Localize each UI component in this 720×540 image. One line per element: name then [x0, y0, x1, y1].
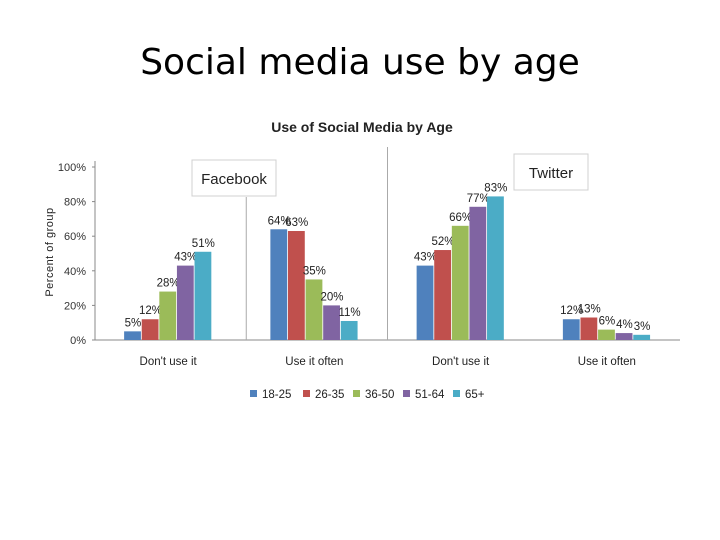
- data-label: 52%: [432, 236, 455, 248]
- bar: [323, 305, 340, 340]
- legend-swatch: [353, 390, 360, 397]
- bar: [615, 333, 633, 340]
- group-label: Twitter: [529, 165, 573, 182]
- x-tick-label: Don't use it: [140, 356, 198, 368]
- y-tick-label: 40%: [64, 266, 86, 278]
- y-tick-label: 100%: [58, 162, 86, 174]
- data-label: 28%: [157, 278, 180, 290]
- legend-label: 26-35: [315, 389, 344, 401]
- bar: [416, 265, 434, 340]
- bar: [176, 265, 194, 340]
- data-label: 64%: [268, 215, 291, 227]
- data-label: 43%: [414, 252, 437, 264]
- bar: [159, 291, 177, 340]
- data-label: 5%: [125, 317, 142, 329]
- legend-swatch: [303, 390, 310, 397]
- y-axis-label: Percent of group: [44, 207, 56, 296]
- data-label: 12%: [560, 305, 583, 317]
- bar: [124, 331, 141, 340]
- data-label: 4%: [616, 319, 633, 331]
- bar: [598, 329, 615, 340]
- bar: [487, 196, 504, 340]
- legend-swatch: [250, 390, 257, 397]
- data-label: 66%: [449, 212, 472, 224]
- data-label: 77%: [467, 193, 490, 205]
- bar: [141, 319, 159, 340]
- bar: [340, 320, 358, 340]
- y-tick-label: 20%: [64, 300, 86, 312]
- bar: [451, 225, 469, 340]
- bar: [270, 229, 288, 340]
- chart-title: Use of Social Media by Age: [271, 119, 453, 135]
- bar: [562, 319, 580, 340]
- data-label: 3%: [634, 321, 651, 333]
- data-label: 12%: [139, 305, 162, 317]
- bar: [434, 250, 452, 340]
- x-tick-label: Use it often: [285, 356, 343, 368]
- legend-label: 65+: [465, 389, 485, 401]
- bar: [633, 334, 651, 340]
- data-label: 13%: [578, 304, 601, 316]
- bar: [469, 206, 487, 340]
- data-label: 51%: [192, 238, 215, 250]
- data-label: 43%: [174, 252, 197, 264]
- data-label: 20%: [320, 291, 343, 303]
- group-label-box: [513, 153, 589, 191]
- legend-label: 51-64: [415, 389, 445, 401]
- bar: [305, 279, 323, 340]
- data-label: 6%: [599, 316, 616, 328]
- data-label: 63%: [285, 217, 308, 229]
- y-tick-label: 0%: [70, 335, 86, 347]
- legend-label: 18-25: [262, 389, 291, 401]
- legend-label: 36-50: [365, 389, 394, 401]
- data-label: 11%: [338, 307, 360, 319]
- data-label: 35%: [303, 265, 326, 277]
- y-tick-label: 60%: [64, 231, 86, 243]
- y-tick-label: 80%: [64, 197, 86, 209]
- slide-title: Social media use by age: [140, 42, 580, 83]
- legend-swatch: [403, 390, 410, 397]
- legend-swatch: [453, 390, 460, 397]
- bar: [287, 231, 305, 340]
- group-label-box: [191, 159, 277, 197]
- x-tick-label: Use it often: [578, 356, 636, 368]
- x-tick-label: Don't use it: [432, 356, 490, 368]
- bar: [580, 317, 598, 340]
- group-label: Facebook: [201, 171, 267, 188]
- bar: [194, 251, 212, 340]
- data-label: 83%: [484, 182, 507, 194]
